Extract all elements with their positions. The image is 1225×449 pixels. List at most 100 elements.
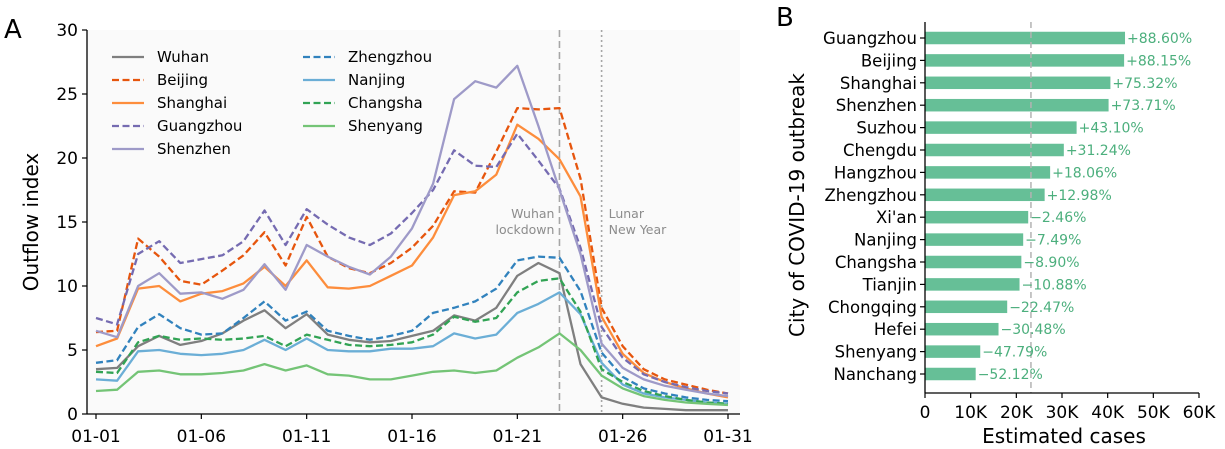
legend-label: Beijing	[157, 71, 208, 89]
percent-label: −30.48%	[1001, 322, 1066, 338]
panel-b: B City of COVID-19 outbreak Estimated ca…	[776, 3, 1216, 448]
x-tick-label: 20K	[1000, 403, 1034, 423]
series-line-shenzhen	[95, 64, 729, 398]
bar-shanghai	[925, 76, 1111, 90]
panel-b-x-axis-label: Estimated cases	[982, 424, 1146, 448]
bar-hefei	[925, 322, 999, 336]
series-line-shenyang	[95, 332, 729, 407]
legend-label: Nanjing	[348, 71, 405, 89]
series-line-zhengzhou	[95, 255, 729, 403]
legend-label: Zhengzhou	[348, 48, 432, 66]
panel-a-letter: A	[4, 15, 22, 45]
category-label: Guangzhou	[823, 29, 917, 48]
annotation-label: Lunar	[609, 206, 645, 221]
panel-b-x-ticks: 0 10K 20K 30K 40K 50K 60K	[920, 393, 1217, 423]
x-tick-label: 01-01	[71, 427, 120, 447]
annotation-label: Wuhan	[511, 206, 554, 221]
x-tick-label: 0	[920, 403, 931, 423]
percent-label: +73.71%	[1111, 98, 1176, 114]
category-label: Zhengzhou	[824, 186, 917, 205]
x-tick-label: 10K	[954, 403, 988, 423]
x-tick-label: 01-31	[703, 427, 752, 447]
percent-label: +43.10%	[1079, 121, 1144, 137]
bar-zhengzhou	[925, 188, 1045, 202]
series-line-nanjing	[95, 291, 729, 405]
category-label: Suzhou	[856, 119, 917, 138]
panel-a-series-lines	[95, 64, 729, 412]
percent-label: +75.32%	[1112, 76, 1177, 92]
percent-label: +12.98%	[1047, 188, 1112, 204]
x-tick-label: 01-16	[387, 427, 436, 447]
legend-label: Shanghai	[157, 94, 227, 112]
bar-beijing	[925, 54, 1125, 67]
series-line-wuhan	[95, 261, 728, 412]
legend-label: Changsha	[348, 94, 423, 112]
legend-label: Guangzhou	[157, 117, 242, 135]
category-label: Shenzhen	[836, 96, 917, 115]
percent-label: +88.15%	[1126, 53, 1191, 69]
bar-shenyang	[925, 345, 981, 358]
legend-label: Shenyang	[348, 117, 423, 135]
bar-tianjin	[925, 278, 1020, 291]
bar-nanjing	[925, 233, 1024, 246]
category-label: Changsha	[835, 253, 917, 272]
x-tick-label: 01-06	[177, 427, 226, 447]
panel-a-x-ticks: 01-01 01-06 01-11 01-16 01-21 01-26 01-31	[71, 414, 753, 447]
bar-nanchang	[925, 367, 976, 381]
percent-label: −2.46%	[1030, 210, 1086, 226]
category-label: Beijing	[861, 51, 917, 70]
percent-label: −22.47%	[1009, 300, 1074, 316]
category-label: Hangzhou	[834, 163, 917, 182]
series-line-guangzhou	[95, 132, 729, 395]
panel-b-percent-labels: +88.60% +88.15% +75.32% +73.71% +43.10% +31.2…	[978, 31, 1192, 383]
y-tick-label: 0	[67, 405, 78, 425]
category-label: Chongqing	[828, 298, 917, 317]
legend-label: Wuhan	[157, 48, 209, 66]
bar-hangzhou	[925, 166, 1051, 179]
bar-guangzhou	[925, 31, 1126, 45]
bar-xi'an	[925, 210, 1029, 224]
percent-label: +31.24%	[1066, 143, 1131, 159]
annotation-label: New Year	[609, 222, 668, 237]
panel-a-y-ticks: 0 5 10 15 20 25 30	[56, 21, 87, 425]
category-label: Tianjin	[862, 275, 917, 294]
category-label: Nanjing	[854, 231, 917, 250]
bar-changsha	[925, 255, 1022, 269]
annotation-label: lockdown	[495, 222, 554, 237]
panel-b-bars	[925, 31, 1126, 381]
percent-label: −7.49%	[1025, 233, 1081, 249]
category-label: Shenyang	[835, 343, 917, 362]
category-label: Xi'an	[876, 208, 917, 227]
y-tick-label: 30	[56, 21, 78, 41]
bar-chongqing	[925, 300, 1008, 314]
category-label: Chengdu	[843, 141, 917, 160]
y-tick-label: 15	[56, 213, 78, 233]
percent-label: −52.12%	[978, 367, 1043, 383]
percent-label: +88.60%	[1127, 31, 1192, 47]
x-tick-label: 40K	[1091, 403, 1125, 423]
legend-label: Shenzhen	[157, 140, 231, 158]
y-tick-label: 25	[56, 85, 78, 105]
series-line-beijing	[95, 106, 729, 395]
y-tick-label: 10	[56, 277, 78, 297]
panel-a-y-axis-label: Outflow index	[19, 153, 43, 292]
y-tick-label: 20	[56, 149, 78, 169]
panel-b-letter: B	[776, 3, 794, 33]
panel-a-legend: Wuhan Beijing Shanghai Guangzhou Shenzhen Zhe…	[112, 48, 432, 158]
category-label: Nanchang	[834, 365, 917, 384]
x-tick-label: 60K	[1183, 403, 1217, 423]
category-label: Hefei	[874, 320, 917, 339]
percent-label: −8.90%	[1023, 255, 1079, 271]
category-label: Shanghai	[840, 74, 917, 93]
x-tick-label: 01-26	[598, 427, 647, 447]
x-tick-label: 01-21	[493, 427, 542, 447]
x-tick-label: 30K	[1046, 403, 1080, 423]
percent-label: +18.06%	[1052, 165, 1117, 181]
x-tick-label: 50K	[1137, 403, 1171, 423]
bar-chengdu	[925, 143, 1064, 157]
x-tick-label: 01-11	[282, 427, 331, 447]
series-line-shanghai	[95, 123, 729, 399]
